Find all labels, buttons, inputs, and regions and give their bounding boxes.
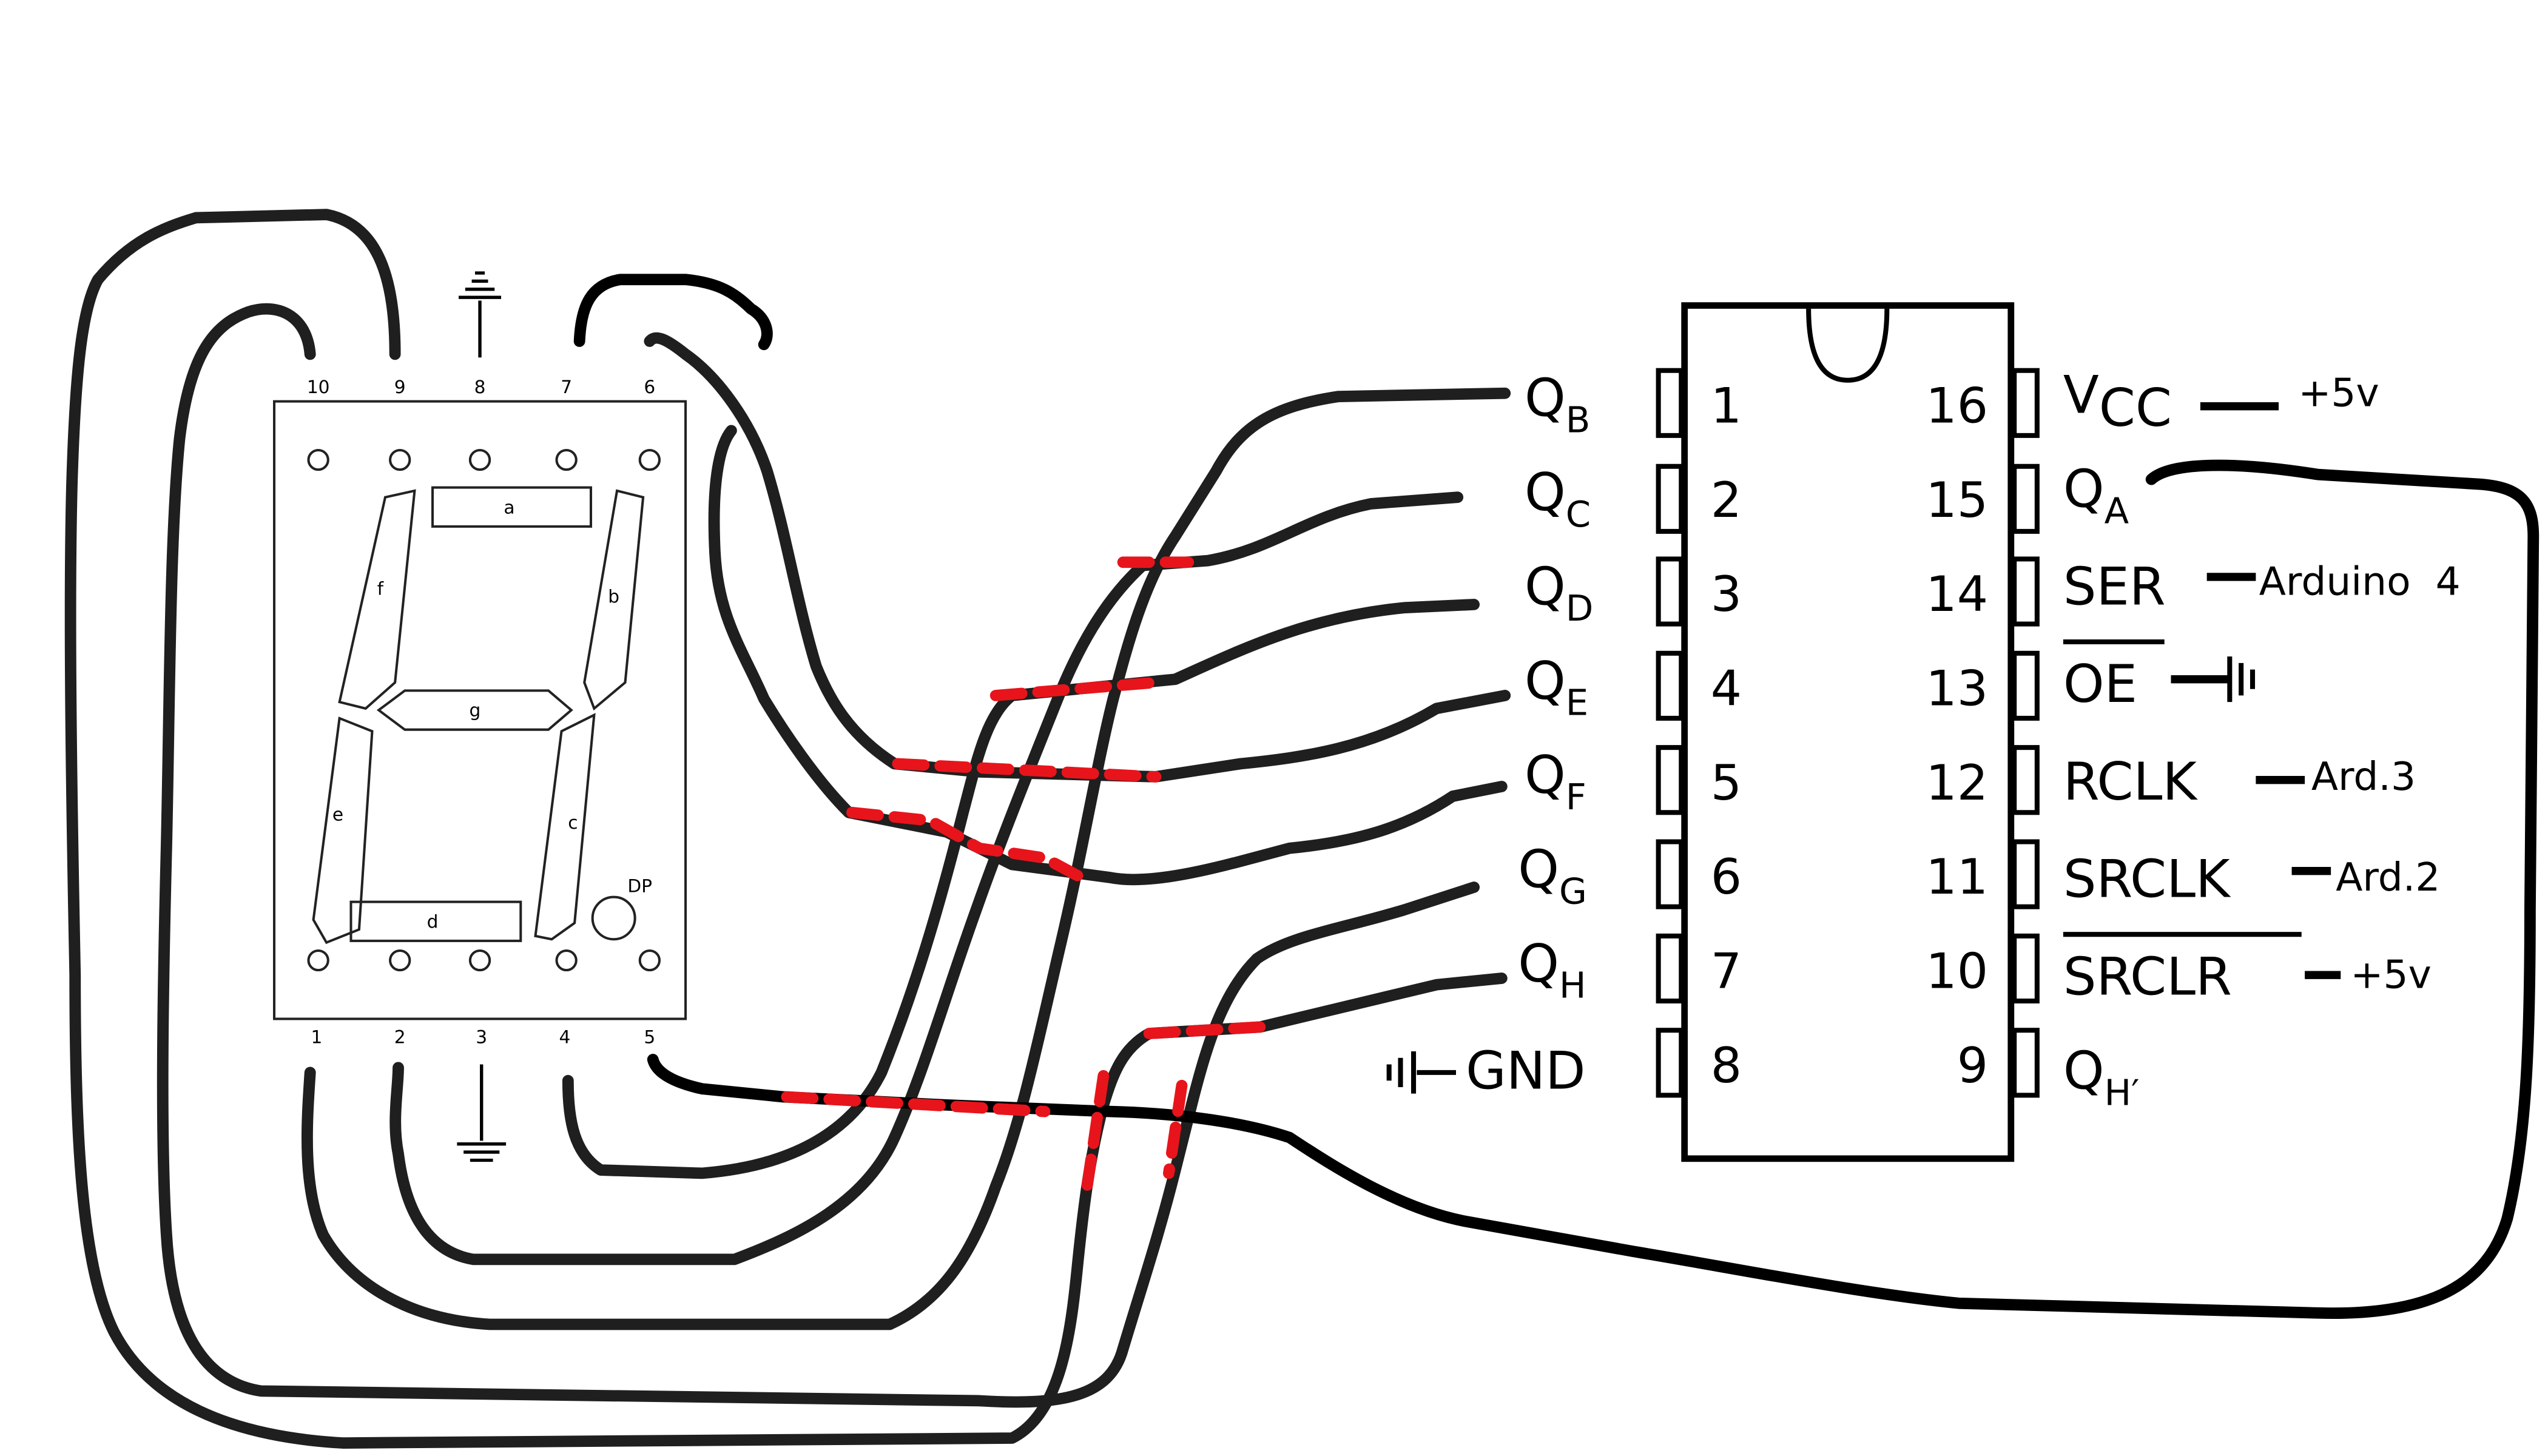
ic-pin-2: 2 <box>1711 471 1742 528</box>
segment-f <box>338 489 416 710</box>
segment-e-label: e <box>332 804 343 825</box>
ic-pin-15: 15 <box>1926 471 1988 528</box>
segment-g-label: g <box>470 700 481 721</box>
pin-label-qh: QH <box>1518 934 1586 1006</box>
ic-pin-5: 5 <box>1711 754 1742 811</box>
crossover-3 <box>892 758 1162 783</box>
display-pin-3: 3 <box>476 1027 487 1048</box>
segment-c-label: c <box>568 812 578 833</box>
display-pin-4: 4 <box>559 1027 571 1048</box>
pin-label-rclk: RCLK <box>2063 752 2199 812</box>
display-pin-8: 8 <box>474 377 486 397</box>
pin-label-srclr: SRCLR <box>2063 946 2232 1007</box>
segment-e <box>312 716 374 945</box>
pin-label-qf: QF <box>1525 745 1586 818</box>
decimal-point-label: DP <box>627 876 652 897</box>
ground-icon <box>457 1064 507 1162</box>
wire-qh <box>64 209 1508 1449</box>
left-pin-legs <box>1656 368 1684 1098</box>
note-vcc: +5v <box>2298 371 2379 416</box>
seven-segment-display: 10 9 8 7 6 1 2 3 4 5 a b c <box>273 271 687 1162</box>
crossover-5 <box>781 1091 1051 1117</box>
pin-label-qa: QA <box>2063 459 2129 532</box>
display-pin-1: 1 <box>311 1027 323 1048</box>
ground-icon <box>1386 1051 1456 1094</box>
segment-g <box>376 689 573 731</box>
wire-qf <box>708 425 1508 886</box>
ground-icon <box>2227 656 2256 703</box>
wire-qb <box>301 387 1511 1330</box>
wire-qg <box>157 303 1480 1408</box>
note-srclk: Ard.2 <box>2336 855 2440 900</box>
ic-pin-4: 4 <box>1711 660 1742 717</box>
wire-qe <box>644 332 1511 783</box>
wire-qa <box>647 459 2540 1320</box>
right-stubs <box>2171 402 2341 979</box>
display-body <box>273 400 687 1020</box>
ic-pin-7: 7 <box>1711 943 1742 1000</box>
decimal-point <box>591 895 636 941</box>
wires <box>64 209 2540 1449</box>
display-pin-2: 2 <box>394 1027 406 1048</box>
note-srclr: +5v <box>2350 952 2431 998</box>
note-ser: Arduino 4 <box>2259 559 2461 604</box>
ic-pin-11: 11 <box>1926 848 1988 905</box>
ic-pin-1: 1 <box>1711 377 1742 434</box>
crossover-8 <box>1163 1079 1188 1179</box>
pin-label-oe: OE <box>2063 654 2137 715</box>
crossover-6 <box>1143 1021 1266 1039</box>
ic-pin-9: 9 <box>1957 1037 1988 1094</box>
crossover-7 <box>1081 1070 1110 1192</box>
ic-pin-16: 16 <box>1926 377 1988 434</box>
pin-label-qh-prime: QH′ <box>2063 1041 2140 1114</box>
pin-label-qb: QB <box>1525 368 1590 441</box>
pin-label-vcc: VCC <box>2063 365 2172 439</box>
display-pin-6: 6 <box>644 377 655 397</box>
ic-pin-10: 10 <box>1926 943 1988 1000</box>
segment-f-label: f <box>377 578 384 599</box>
pin-label-qc: QC <box>1525 462 1591 535</box>
ic-body <box>1681 302 2015 1162</box>
pin-label-gnd: GND <box>1466 1041 1585 1102</box>
ground-icon <box>459 271 502 358</box>
pin-label-qe: QE <box>1525 651 1588 724</box>
display-pin-10: 10 <box>307 377 330 397</box>
segment-c <box>534 713 596 941</box>
note-rclk: Ard.3 <box>2311 754 2416 800</box>
ic-pin-13: 13 <box>1926 660 1988 717</box>
pin-label-qg: QG <box>1518 840 1587 912</box>
ic-pin-3: 3 <box>1711 565 1742 622</box>
wire-qd <box>562 599 1480 1179</box>
pin-holes <box>307 448 661 972</box>
crossover-4 <box>846 806 1093 887</box>
ic-notch <box>1806 308 1890 383</box>
wire-pin7 <box>573 274 773 351</box>
segment-b <box>583 489 645 711</box>
ic-pin-6: 6 <box>1711 848 1742 905</box>
ic-pin-8: 8 <box>1711 1037 1742 1094</box>
pin-label-srclk: SRCLK <box>2063 849 2231 910</box>
segment-b-label: b <box>608 587 619 607</box>
display-pin-9: 9 <box>394 377 406 397</box>
shift-register-ic: 1 2 3 4 5 6 7 8 16 15 14 13 12 11 10 9 Q… <box>1386 302 2461 1162</box>
segment-a-label: a <box>504 497 514 517</box>
segment-d <box>349 900 522 942</box>
display-pin-5: 5 <box>644 1027 655 1048</box>
ic-pin-14: 14 <box>1926 565 1988 622</box>
ic-pin-12: 12 <box>1926 754 1988 811</box>
segment-a <box>431 486 593 528</box>
display-pin-7: 7 <box>561 377 572 397</box>
pin-label-ser: SER <box>2063 557 2166 618</box>
crossover-2 <box>989 676 1162 701</box>
pin-label-qd: QD <box>1525 557 1593 630</box>
segment-d-label: d <box>427 912 439 932</box>
right-pin-legs <box>2012 368 2040 1098</box>
